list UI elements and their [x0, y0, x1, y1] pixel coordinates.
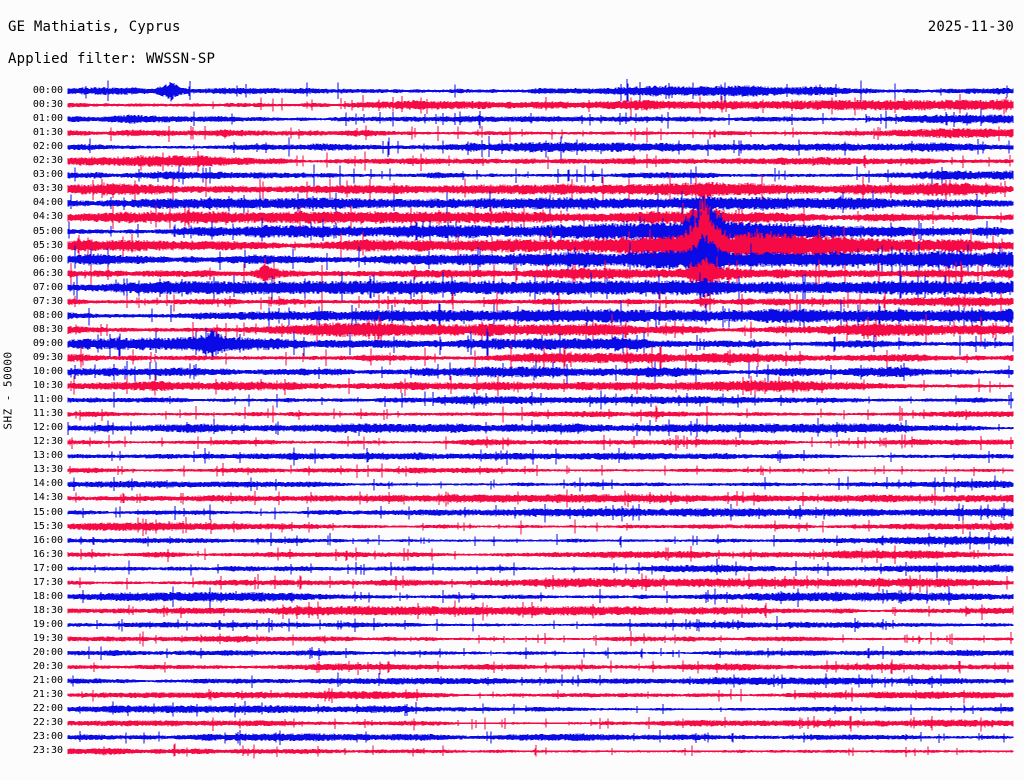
- time-tick-0330: 03:30: [32, 183, 63, 195]
- time-tick-1830: 18:30: [32, 604, 63, 616]
- time-tick-1800: 18:00: [32, 590, 63, 602]
- trace-row-1900: [67, 616, 1014, 633]
- time-tick-0630: 06:30: [32, 267, 63, 279]
- trace-row-0930: [67, 345, 1014, 370]
- page-title: GE Mathiatis, Cyprus: [8, 19, 181, 35]
- trace-row-1600: [67, 531, 1014, 550]
- trace-row-0830: [67, 313, 1014, 347]
- trace-row-0200: [67, 136, 1014, 160]
- trace-row-1830: [67, 600, 1014, 621]
- time-tick-0300: 03:00: [32, 169, 63, 181]
- trace-row-1500: [67, 503, 1014, 523]
- trace-row-1430: [67, 489, 1014, 508]
- trace-row-2200: [67, 701, 1014, 718]
- trace-row-1030: [67, 375, 1014, 397]
- trace-row-1530: [67, 517, 1014, 537]
- trace-row-1400: [67, 475, 1014, 493]
- time-axis-ticks: 00:00 00:30 01:00 01:30 02:00 02:30 03:00 03:30…: [0, 0, 63, 780]
- time-tick-0130: 01:30: [32, 127, 63, 139]
- time-tick-0530: 05:30: [32, 239, 63, 251]
- trace-row-1700: [67, 558, 1014, 578]
- time-tick-1430: 14:30: [32, 492, 63, 504]
- trace-row-0130: [67, 125, 1014, 143]
- trace-row-2100: [67, 672, 1014, 689]
- time-tick-2230: 22:30: [32, 717, 63, 729]
- trace-row-1300: [67, 447, 1014, 466]
- trace-row-0100: [67, 109, 1014, 129]
- time-tick-2130: 21:30: [32, 689, 63, 701]
- time-tick-0230: 02:30: [32, 155, 63, 167]
- time-tick-1530: 15:30: [32, 520, 63, 532]
- trace-row-1930: [67, 631, 1014, 647]
- time-tick-0700: 07:00: [32, 281, 63, 293]
- time-tick-0600: 06:00: [32, 253, 63, 265]
- time-tick-0800: 08:00: [32, 309, 63, 321]
- time-tick-0730: 07:30: [32, 295, 63, 307]
- trace-row-1630: [67, 545, 1014, 564]
- record-date: 2025-11-30: [927, 19, 1014, 35]
- trace-row-1100: [67, 390, 1014, 410]
- time-tick-1100: 11:00: [32, 394, 63, 406]
- trace-row-0300: [67, 164, 1014, 187]
- trace-row-0030: [67, 93, 1014, 118]
- time-tick-0400: 04:00: [32, 197, 63, 209]
- time-tick-0900: 09:00: [32, 337, 63, 349]
- time-tick-1330: 13:30: [32, 464, 63, 476]
- time-tick-1030: 10:30: [32, 380, 63, 392]
- time-tick-0430: 04:30: [32, 211, 63, 223]
- trace-row-1330: [67, 462, 1014, 478]
- trace-row-0400: [67, 190, 1014, 217]
- trace-row-2130: [67, 687, 1014, 704]
- trace-row-2000: [67, 646, 1014, 660]
- time-tick-2030: 20:30: [32, 661, 63, 673]
- time-tick-1200: 12:00: [32, 422, 63, 434]
- trace-row-0230: [67, 150, 1014, 172]
- time-tick-2300: 23:00: [32, 731, 63, 743]
- time-tick-1230: 12:30: [32, 436, 63, 448]
- trace-row-1800: [67, 586, 1014, 609]
- time-tick-1600: 16:00: [32, 534, 63, 546]
- applied-filter-label: Applied filter: WWSSN-SP: [8, 51, 216, 67]
- trace-row-0000: [67, 79, 1014, 103]
- time-tick-1130: 11:30: [32, 408, 63, 420]
- trace-row-0330: [67, 174, 1014, 204]
- trace-row-1000: [67, 360, 1014, 385]
- trace-row-2330: [67, 743, 1014, 759]
- time-tick-2330: 23:30: [32, 745, 63, 757]
- time-tick-0500: 05:00: [32, 225, 63, 237]
- trace-row-1230: [67, 434, 1014, 451]
- trace-row-2030: [67, 659, 1014, 676]
- trace-row-0900: [67, 327, 1014, 359]
- trace-row-2230: [67, 716, 1014, 732]
- time-tick-1630: 16:30: [32, 548, 63, 560]
- time-tick-1400: 14:00: [32, 478, 63, 490]
- time-tick-1930: 19:30: [32, 632, 63, 644]
- time-tick-1700: 17:00: [32, 562, 63, 574]
- trace-row-1200: [67, 418, 1014, 438]
- trace-row-0800: [67, 299, 1014, 332]
- trace-row-0600: [67, 233, 1014, 290]
- time-tick-2200: 22:00: [32, 703, 63, 715]
- trace-row-0630: [67, 256, 1014, 289]
- time-tick-2000: 20:00: [32, 647, 63, 658]
- time-tick-0930: 09:30: [32, 351, 63, 363]
- trace-row-0700: [67, 270, 1014, 305]
- trace-row-0730: [67, 291, 1014, 313]
- time-tick-2100: 21:00: [32, 675, 63, 687]
- time-tick-1730: 17:30: [32, 576, 63, 588]
- trace-row-1130: [67, 405, 1014, 423]
- time-tick-0830: 08:30: [32, 323, 63, 335]
- time-tick-0000: 00:00: [32, 85, 63, 96]
- time-tick-1900: 19:00: [32, 618, 63, 630]
- trace-row-1730: [67, 573, 1014, 594]
- time-tick-0030: 00:30: [32, 99, 63, 111]
- time-tick-0200: 02:00: [32, 141, 63, 153]
- time-tick-0100: 01:00: [32, 113, 63, 125]
- time-tick-1500: 15:00: [32, 506, 63, 518]
- trace-row-2300: [67, 729, 1014, 746]
- time-tick-1300: 13:00: [32, 450, 63, 462]
- time-tick-1000: 10:00: [32, 366, 63, 377]
